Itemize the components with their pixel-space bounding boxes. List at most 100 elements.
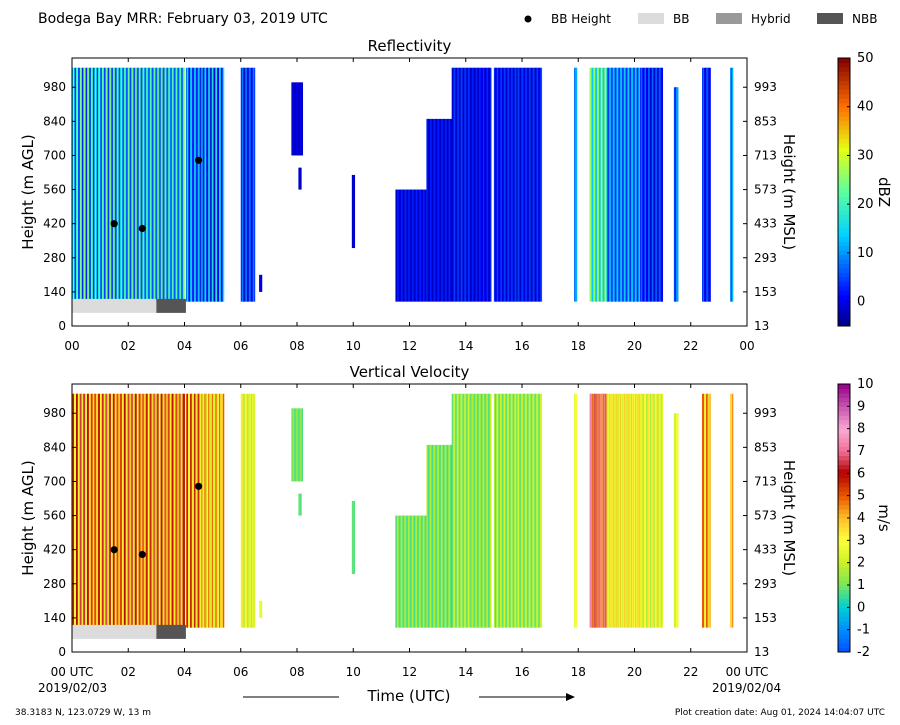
heatmap-strip	[527, 393, 529, 628]
heatmap-strip	[534, 67, 537, 302]
heatmap-strip	[630, 393, 632, 628]
heatmap-strip	[526, 67, 528, 302]
colorbar-tick-label: 5	[857, 489, 865, 504]
heatmap-strip	[196, 393, 198, 628]
heatmap-strip	[207, 67, 209, 302]
time-axis-label: Time (UTC)	[367, 687, 451, 705]
colorbar-cell	[838, 227, 850, 233]
colorbar-cell	[838, 303, 850, 309]
heatmap-strip	[522, 67, 524, 302]
heatmap-strip	[176, 67, 178, 302]
heatmap-strip	[160, 393, 163, 628]
y-tick-label: 0	[58, 645, 66, 659]
heatmap-strip	[482, 393, 484, 628]
heatmap-strip	[160, 67, 163, 302]
heatmap-strip	[128, 67, 131, 302]
heatmap-strip	[101, 67, 104, 302]
heatmap-strip	[107, 67, 110, 302]
colorbar-tick-label: 1	[857, 578, 865, 593]
heatmap-strip	[705, 67, 707, 302]
colorbar-cell	[838, 428, 850, 434]
heatmap-strip	[201, 67, 203, 302]
colorbar-cell	[838, 477, 850, 483]
colorbar-cell	[838, 558, 850, 564]
heatmap-strip	[148, 67, 151, 302]
heatmap-strip	[83, 393, 86, 628]
heatmap-strip	[636, 67, 638, 302]
heatmap-strip	[187, 67, 190, 302]
colorbar-cell	[838, 482, 850, 488]
heatmap-strip	[450, 444, 453, 628]
heatmap-strip	[406, 515, 408, 628]
heatmap-strip	[83, 67, 86, 302]
heatmap-strip	[600, 67, 602, 302]
heatmap-strip	[124, 67, 127, 302]
heatmap-strip	[185, 67, 188, 302]
x-tick-label: 06	[233, 339, 248, 353]
heatmap-strip	[185, 393, 188, 628]
heatmap-strip	[589, 393, 591, 628]
heatmap-strip	[656, 67, 659, 302]
colorbar-tick-label: 8	[857, 422, 865, 437]
heatmap-strip	[603, 67, 605, 302]
x-tick-label: 22	[683, 339, 698, 353]
x-tick-label: 16	[514, 665, 529, 679]
heatmap-strip	[484, 393, 486, 628]
heatmap-strip	[115, 393, 118, 628]
colorbar-cell	[838, 500, 850, 506]
heatmap-strip	[207, 393, 209, 628]
x-tick-label: 18	[571, 339, 586, 353]
heatmap-strip	[352, 500, 355, 575]
heatmap-strip	[189, 393, 191, 628]
y-tick-label: 700	[43, 474, 66, 488]
heatmap-strip	[131, 393, 134, 628]
heatmap-strip	[675, 413, 678, 628]
heatmap-strip	[515, 67, 517, 302]
heatmap-strip	[612, 393, 614, 628]
heatmap-strip	[731, 393, 733, 628]
colorbar-cell	[838, 290, 850, 296]
heatmap-strip	[208, 67, 210, 302]
colorbar-cell	[838, 540, 850, 546]
heatmap-strip	[150, 393, 153, 628]
heatmap-strip	[118, 67, 121, 302]
heatmap-strip	[702, 67, 704, 302]
heatmap-strip	[612, 67, 614, 302]
heatmap-strip	[203, 67, 205, 302]
heatmap-strip	[434, 118, 436, 302]
heatmap-strip	[730, 67, 732, 302]
heatmap-strip	[216, 393, 218, 628]
x-tick-label: 08	[289, 339, 304, 353]
heatmap-strip	[171, 67, 173, 302]
heatmap-strip	[512, 393, 514, 628]
x-tick-label: 16	[514, 339, 529, 353]
heatmap-strip	[433, 118, 435, 302]
heatmap-strip	[473, 67, 475, 302]
heatmap-strip	[403, 189, 405, 302]
heatmap-strip	[161, 67, 163, 302]
heatmap-strip	[116, 393, 119, 628]
x-tick-label: 00	[64, 339, 79, 353]
heatmap-strip	[113, 67, 116, 302]
x-tick-label: 12	[402, 665, 417, 679]
heatmap-strip	[397, 515, 399, 628]
heatmap-strip	[142, 67, 145, 302]
colorbar-cell	[838, 66, 850, 72]
heatmap-strip	[640, 67, 642, 302]
heatmap-strip	[400, 515, 402, 628]
heatmap-strip	[616, 67, 618, 302]
colorbar-tick-label: 9	[857, 399, 865, 414]
heatmap-strip	[416, 515, 418, 628]
heatmap-strip	[157, 393, 160, 628]
bb-type-bb	[72, 624, 157, 639]
heatmap-strip	[644, 393, 646, 628]
heatmap-strip	[438, 118, 440, 302]
heatmap-strip	[175, 67, 177, 302]
colorbar-cell	[838, 250, 850, 256]
heatmap-strip	[408, 189, 410, 302]
heatmap-strip	[652, 393, 655, 628]
heatmap-strip	[158, 67, 161, 302]
heatmap-strip	[156, 393, 159, 628]
heatmap-strip	[396, 189, 398, 302]
heatmap-strip	[105, 393, 108, 628]
